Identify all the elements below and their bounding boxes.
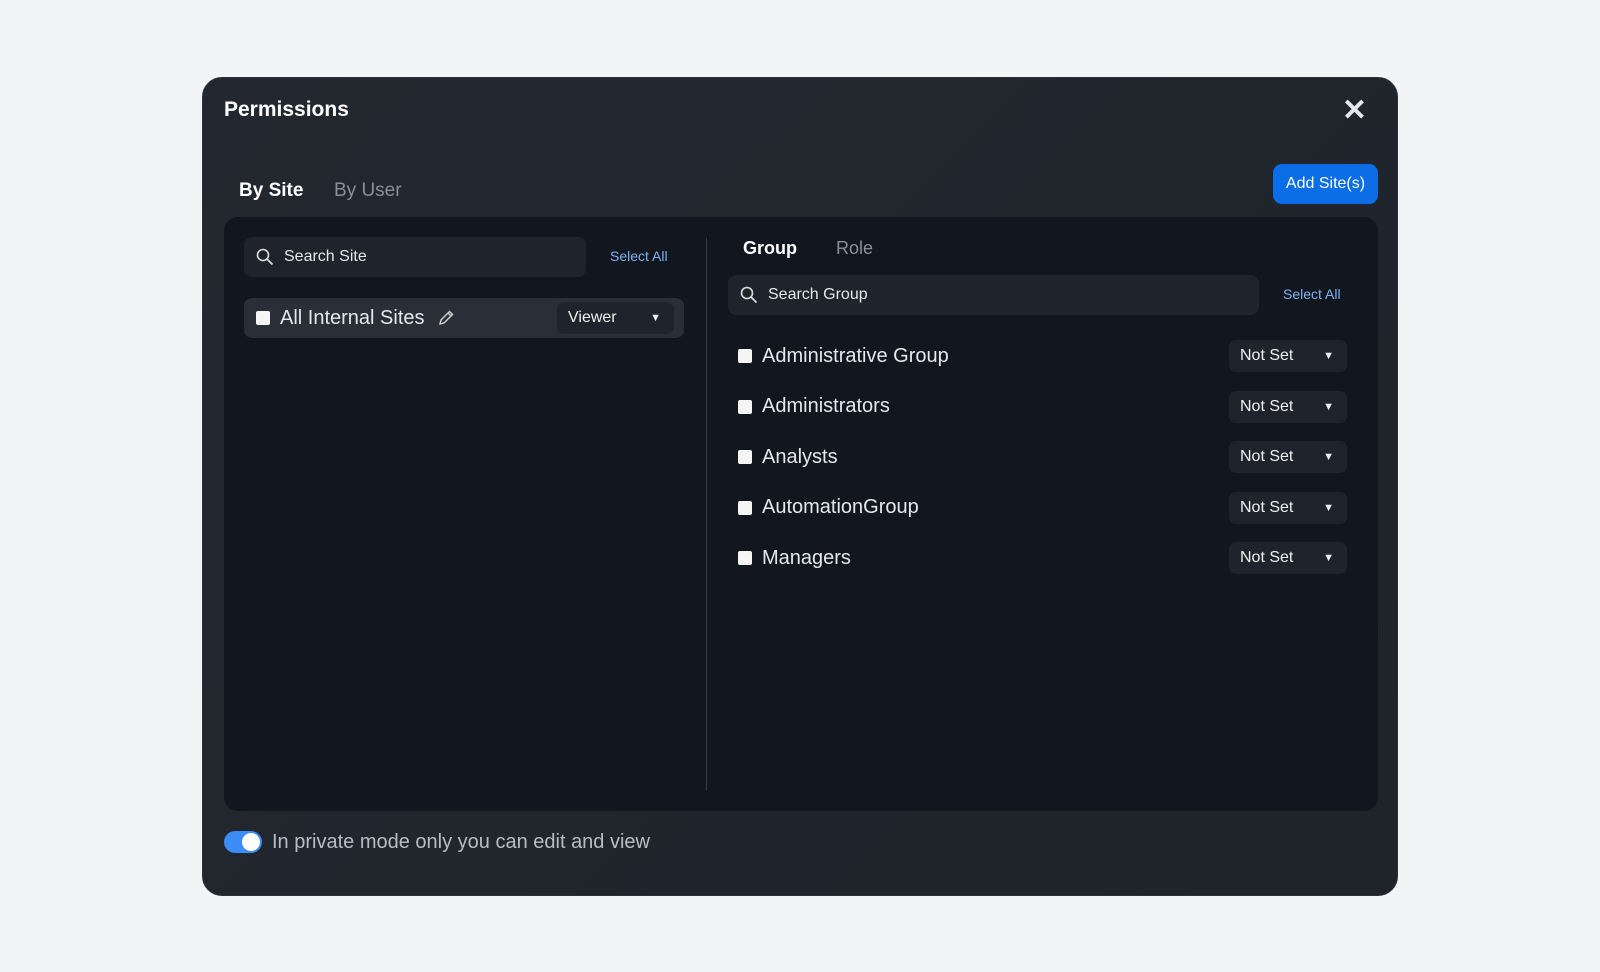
site-name: All Internal Sites (280, 306, 425, 329)
divider (706, 238, 707, 791)
group-role-value: Not Set (1240, 397, 1294, 415)
group-name: Analysts (762, 445, 838, 468)
search-site-placeholder: Search Site (284, 248, 367, 265)
caret-down-icon: ▼ (1323, 350, 1334, 362)
site-row[interactable]: All Internal Sites Viewer ▼ (244, 298, 684, 338)
dialog-title: Permissions (224, 98, 349, 121)
group-role-value: Not Set (1240, 347, 1294, 364)
group-role-dropdown[interactable]: Not Set ▼ (1229, 542, 1347, 574)
private-mode-toggle[interactable] (224, 831, 262, 853)
tab-group[interactable]: Group (743, 238, 797, 258)
group-name: Administrative Group (762, 344, 949, 367)
tab-by-site[interactable]: By Site (239, 180, 304, 201)
toggle-knob (242, 833, 260, 851)
search-icon (256, 248, 274, 266)
permissions-panel: Search Site Select All All Internal Site… (224, 217, 1378, 811)
group-checkbox[interactable] (738, 500, 752, 515)
select-all-groups[interactable]: Select All (1283, 286, 1341, 302)
pencil-icon[interactable] (437, 309, 455, 327)
group-name: AutomationGroup (762, 496, 919, 518)
site-role-value: Viewer (568, 309, 617, 326)
caret-down-icon: ▼ (1323, 552, 1334, 564)
group-role-value: Not Set (1240, 498, 1294, 516)
site-checkbox[interactable] (256, 311, 270, 325)
group-role-dropdown[interactable]: Not Set ▼ (1229, 390, 1347, 423)
permissions-dialog: Permissions ✕ By Site By User Add Site(s… (202, 77, 1398, 896)
select-all-sites[interactable]: Select All (610, 248, 668, 264)
group-role-dropdown[interactable]: Not Set ▼ (1229, 340, 1347, 372)
caret-down-icon: ▼ (1323, 501, 1334, 514)
group-row[interactable]: Administrators Not Set ▼ (738, 390, 1348, 423)
caret-down-icon: ▼ (1323, 400, 1334, 413)
site-role-dropdown[interactable]: Viewer ▼ (557, 302, 674, 334)
search-icon (740, 286, 758, 304)
group-row[interactable]: AutomationGroup Not Set ▼ (738, 491, 1348, 524)
group-row[interactable]: Administrative Group Not Set ▼ (738, 340, 1348, 372)
group-row[interactable]: Analysts Not Set ▼ (738, 441, 1348, 473)
search-group-input[interactable]: Search Group (728, 275, 1259, 315)
tab-by-user[interactable]: By User (334, 180, 402, 201)
group-role-value: Not Set (1240, 448, 1294, 465)
group-checkbox[interactable] (738, 349, 752, 363)
group-row[interactable]: Managers Not Set ▼ (738, 542, 1348, 574)
private-mode-label: In private mode only you can edit and vi… (272, 831, 650, 853)
group-name: Managers (762, 546, 851, 569)
caret-down-icon: ▼ (1323, 451, 1334, 463)
group-role-dropdown[interactable]: Not Set ▼ (1229, 491, 1347, 524)
group-name: Administrators (762, 395, 890, 417)
search-site-input[interactable]: Search Site (244, 237, 586, 277)
tab-role[interactable]: Role (836, 238, 874, 258)
group-checkbox[interactable] (738, 551, 752, 565)
group-checkbox[interactable] (738, 450, 752, 464)
search-group-placeholder: Search Group (768, 286, 868, 303)
add-sites-button[interactable]: Add Site(s) (1273, 164, 1378, 204)
group-checkbox[interactable] (738, 399, 752, 414)
group-role-value: Not Set (1240, 549, 1294, 566)
caret-down-icon: ▼ (650, 312, 661, 324)
group-role-dropdown[interactable]: Not Set ▼ (1229, 441, 1347, 473)
close-icon[interactable]: ✕ (1341, 94, 1367, 127)
